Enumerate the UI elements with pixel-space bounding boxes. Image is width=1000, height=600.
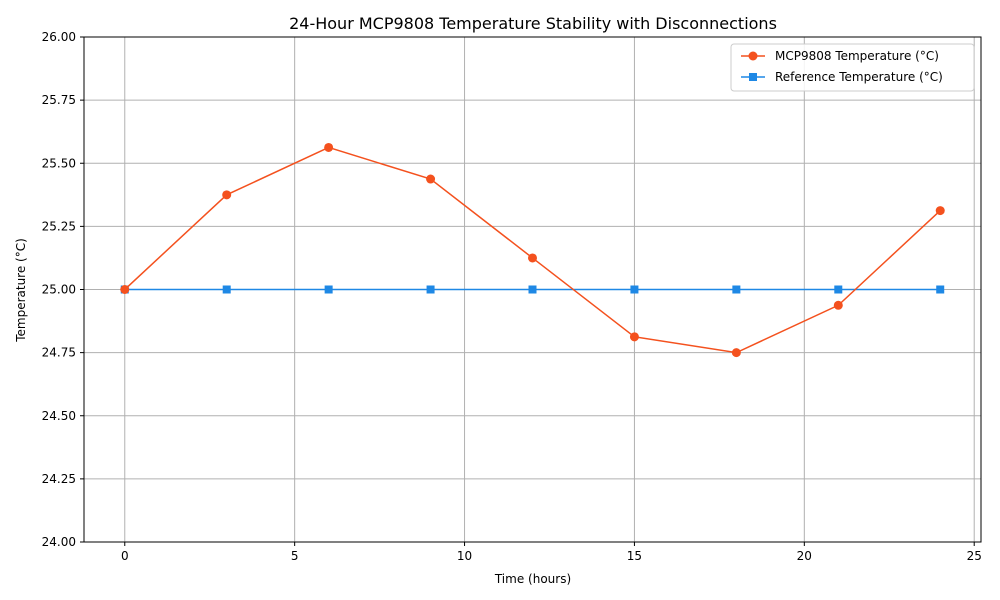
data-point-mcp9808 xyxy=(935,206,945,216)
data-point-reference xyxy=(936,285,945,294)
x-axis: 0 5 10 15 20 25 xyxy=(121,542,982,563)
data-point-reference xyxy=(834,285,843,294)
data-point-mcp9808 xyxy=(629,332,639,342)
chart-title: 24-Hour MCP9808 Temperature Stability wi… xyxy=(289,14,777,33)
legend-label-reference: Reference Temperature (°C) xyxy=(775,70,943,84)
y-tick-label: 24.25 xyxy=(42,472,76,486)
data-point-reference xyxy=(630,285,639,294)
data-point-reference xyxy=(222,285,231,294)
y-axis-label: Temperature (°C) xyxy=(14,238,28,343)
series-layer xyxy=(120,142,945,358)
y-tick-label: 24.75 xyxy=(42,346,76,360)
x-tick-label: 20 xyxy=(797,549,812,563)
data-point-reference xyxy=(528,285,537,294)
y-tick-label: 24.00 xyxy=(42,535,76,549)
data-point-mcp9808 xyxy=(120,285,130,294)
data-point-mcp9808 xyxy=(426,174,436,184)
y-tick-label: 25.50 xyxy=(42,156,76,170)
y-axis: 24.00 24.25 24.50 24.75 25.00 25.25 25.50 25.75… xyxy=(42,30,84,549)
legend-marker-reference xyxy=(749,73,757,81)
y-tick-label: 25.00 xyxy=(42,283,76,297)
data-point-mcp9808 xyxy=(528,253,537,263)
data-point-mcp9808 xyxy=(222,190,232,200)
legend: MCP9808 Temperature (°C) Reference Tempe… xyxy=(730,43,975,92)
data-point-mcp9808 xyxy=(833,300,843,310)
legend-marker-mcp9808 xyxy=(748,51,758,61)
y-tick-label: 25.75 xyxy=(42,93,76,107)
x-tick-label: 10 xyxy=(457,549,472,563)
legend-label-mcp9808: MCP9808 Temperature (°C) xyxy=(775,49,939,63)
data-point-mcp9808 xyxy=(324,142,334,152)
y-tick-label: 25.25 xyxy=(42,219,76,233)
x-tick-label: 25 xyxy=(967,549,982,563)
x-tick-label: 15 xyxy=(627,549,642,563)
legend-box xyxy=(730,43,975,92)
data-point-reference xyxy=(324,285,333,294)
x-tick-label: 0 xyxy=(121,549,129,563)
data-point-reference xyxy=(426,285,435,294)
x-tick-label: 5 xyxy=(291,549,299,563)
y-tick-label: 24.50 xyxy=(42,409,76,423)
data-point-mcp9808 xyxy=(731,348,741,358)
x-axis-label: Time (hours) xyxy=(494,572,571,586)
data-point-reference xyxy=(732,285,741,294)
y-tick-label: 26.00 xyxy=(42,30,76,44)
